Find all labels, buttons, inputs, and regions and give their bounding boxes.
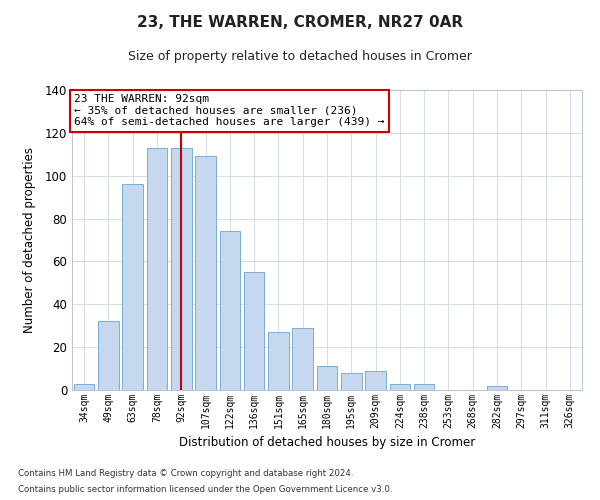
Bar	[487, 386, 508, 390]
Text: Contains HM Land Registry data © Crown copyright and database right 2024.: Contains HM Land Registry data © Crown c…	[18, 468, 353, 477]
Bar	[414, 384, 434, 390]
Text: 23 THE WARREN: 92sqm
← 35% of detached houses are smaller (236)
64% of semi-deta: 23 THE WARREN: 92sqm ← 35% of detached h…	[74, 94, 385, 128]
X-axis label: Distribution of detached houses by size in Cromer: Distribution of detached houses by size …	[179, 436, 475, 450]
Bar	[341, 373, 362, 390]
Bar	[195, 156, 216, 390]
Bar	[220, 232, 240, 390]
Bar	[122, 184, 143, 390]
Text: Contains public sector information licensed under the Open Government Licence v3: Contains public sector information licen…	[18, 485, 392, 494]
Bar	[317, 366, 337, 390]
Bar	[74, 384, 94, 390]
Bar	[365, 370, 386, 390]
Bar	[389, 384, 410, 390]
Bar	[244, 272, 265, 390]
Bar	[268, 332, 289, 390]
Bar	[98, 322, 119, 390]
Bar	[292, 328, 313, 390]
Bar	[146, 148, 167, 390]
Text: Size of property relative to detached houses in Cromer: Size of property relative to detached ho…	[128, 50, 472, 63]
Bar	[171, 148, 191, 390]
Y-axis label: Number of detached properties: Number of detached properties	[23, 147, 37, 333]
Text: 23, THE WARREN, CROMER, NR27 0AR: 23, THE WARREN, CROMER, NR27 0AR	[137, 15, 463, 30]
